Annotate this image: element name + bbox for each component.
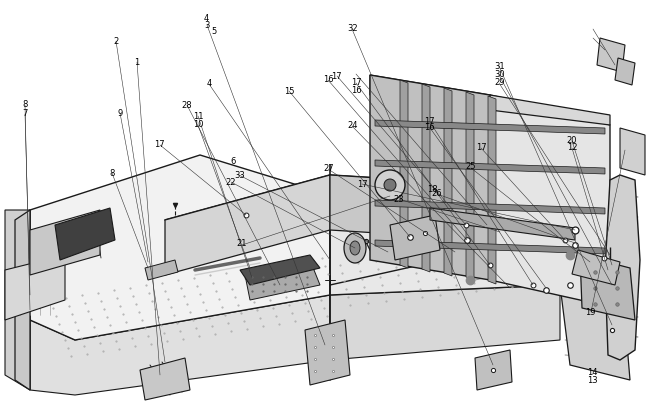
Text: 10: 10 bbox=[193, 120, 203, 129]
Text: 5: 5 bbox=[212, 27, 217, 36]
Polygon shape bbox=[165, 175, 330, 275]
Polygon shape bbox=[597, 38, 625, 72]
Text: 4: 4 bbox=[207, 79, 212, 88]
Polygon shape bbox=[245, 260, 320, 300]
Text: 17: 17 bbox=[155, 140, 165, 149]
Polygon shape bbox=[30, 295, 330, 395]
Text: 9: 9 bbox=[118, 109, 123, 118]
Polygon shape bbox=[620, 128, 645, 175]
Polygon shape bbox=[422, 84, 430, 272]
Polygon shape bbox=[375, 240, 605, 254]
Text: 25: 25 bbox=[465, 162, 476, 171]
Text: 7: 7 bbox=[22, 109, 27, 119]
Text: 30: 30 bbox=[494, 70, 504, 79]
Polygon shape bbox=[400, 80, 408, 268]
Text: 16: 16 bbox=[424, 123, 434, 132]
Polygon shape bbox=[370, 75, 610, 125]
Text: 28: 28 bbox=[182, 101, 192, 110]
Polygon shape bbox=[55, 208, 115, 260]
Polygon shape bbox=[30, 155, 330, 340]
Polygon shape bbox=[560, 240, 630, 380]
Text: 27: 27 bbox=[323, 164, 333, 173]
Text: 16: 16 bbox=[351, 85, 361, 95]
Text: 17: 17 bbox=[476, 143, 486, 152]
Polygon shape bbox=[475, 350, 512, 390]
Circle shape bbox=[375, 170, 405, 200]
Polygon shape bbox=[490, 95, 610, 310]
Polygon shape bbox=[330, 155, 560, 295]
Text: 31: 31 bbox=[494, 62, 504, 71]
Polygon shape bbox=[145, 260, 178, 280]
Polygon shape bbox=[305, 320, 350, 385]
Text: 3: 3 bbox=[204, 21, 209, 30]
Polygon shape bbox=[5, 255, 65, 320]
Polygon shape bbox=[615, 58, 635, 85]
Text: 8: 8 bbox=[22, 100, 27, 109]
Polygon shape bbox=[375, 160, 605, 174]
Polygon shape bbox=[466, 92, 474, 280]
Polygon shape bbox=[390, 215, 440, 260]
Polygon shape bbox=[330, 285, 560, 360]
Polygon shape bbox=[430, 208, 575, 240]
Text: 1: 1 bbox=[134, 57, 139, 67]
Text: 29: 29 bbox=[494, 78, 504, 88]
Text: 12: 12 bbox=[567, 143, 577, 152]
Text: 26: 26 bbox=[432, 189, 442, 198]
Text: 19: 19 bbox=[585, 308, 595, 317]
Text: 4: 4 bbox=[204, 14, 209, 23]
Polygon shape bbox=[375, 120, 605, 134]
Text: 32: 32 bbox=[347, 24, 358, 33]
Text: 2: 2 bbox=[113, 36, 118, 46]
Text: 6: 6 bbox=[230, 157, 235, 166]
Text: 17: 17 bbox=[358, 180, 368, 189]
Text: 33: 33 bbox=[234, 171, 244, 180]
Polygon shape bbox=[444, 88, 452, 276]
Text: 8: 8 bbox=[109, 169, 114, 178]
Text: 21: 21 bbox=[237, 239, 247, 248]
Polygon shape bbox=[572, 250, 620, 285]
Polygon shape bbox=[488, 96, 496, 284]
Polygon shape bbox=[605, 175, 640, 360]
Polygon shape bbox=[330, 175, 490, 240]
Text: 13: 13 bbox=[588, 376, 598, 385]
Text: 11: 11 bbox=[193, 112, 203, 121]
Text: 22: 22 bbox=[226, 178, 236, 187]
Polygon shape bbox=[375, 200, 605, 214]
Ellipse shape bbox=[344, 233, 366, 263]
Polygon shape bbox=[5, 210, 30, 390]
Polygon shape bbox=[140, 358, 190, 400]
Text: 17: 17 bbox=[424, 117, 434, 126]
Polygon shape bbox=[580, 255, 635, 320]
Circle shape bbox=[384, 179, 396, 191]
Text: 24: 24 bbox=[347, 121, 358, 130]
Text: 16: 16 bbox=[323, 75, 333, 84]
Polygon shape bbox=[30, 210, 100, 275]
Polygon shape bbox=[15, 210, 30, 390]
Text: 23: 23 bbox=[394, 194, 404, 204]
Text: 15: 15 bbox=[284, 87, 294, 96]
Text: 17: 17 bbox=[332, 72, 342, 81]
Text: 18: 18 bbox=[427, 185, 437, 194]
Ellipse shape bbox=[350, 241, 360, 255]
Text: 17: 17 bbox=[351, 78, 361, 88]
Polygon shape bbox=[370, 75, 490, 280]
Text: 20: 20 bbox=[567, 136, 577, 145]
Polygon shape bbox=[240, 255, 320, 285]
Text: 14: 14 bbox=[588, 367, 598, 377]
